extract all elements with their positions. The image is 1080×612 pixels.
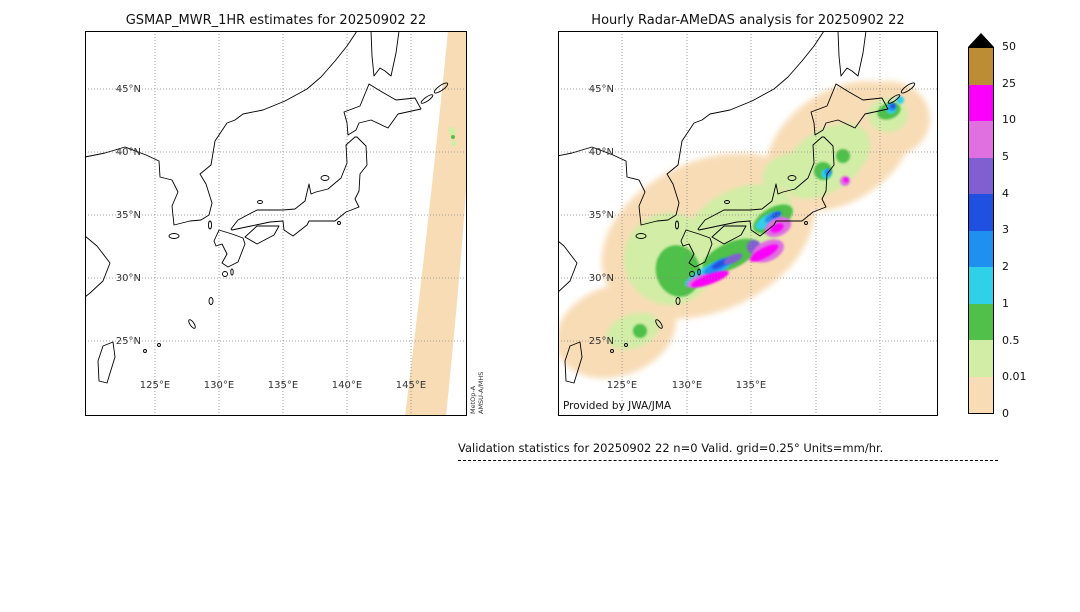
lon-label: 145°E [396,380,426,391]
lon-label: 125°E [140,380,170,391]
colorbar-tick-label: 5 [1002,150,1009,163]
lon-label: 130°E [672,380,702,391]
lat-label: 25°N [589,336,614,347]
lon-label: 125°E [607,380,637,391]
lat-label: 30°N [589,273,614,284]
colorbar-segment [969,267,993,304]
lat-label: 35°N [116,210,141,221]
colorbar-segment [969,121,993,158]
colorbar-scale [968,47,994,414]
right-map-axis-labels: 45°N 40°N 35°N 30°N 25°N 125°E 130°E 135… [589,84,766,391]
validation-statistics-note: Validation statistics for 20250902 22 n=… [458,441,998,461]
left-map-svg: 45°N 40°N 35°N 30°N 25°N 125°E 130°E 135… [84,30,467,416]
lat-label: 40°N [589,147,614,158]
sensor-label-line1: MetOp-A [469,385,477,414]
right-map-border [558,31,938,416]
colorbar-tick-label: 3 [1002,223,1009,236]
sensor-label-line2: AMSU-A/MHS [477,372,485,414]
lat-label: 30°N [116,273,141,284]
colorbar-tick-label: 2 [1002,260,1009,273]
colorbar-segment [969,157,993,194]
sensor-label: MetOp-A AMSU-A/MHS [469,372,485,414]
lon-label: 135°E [736,380,766,391]
lon-label: 130°E [204,380,234,391]
right-map-title: Hourly Radar-AMeDAS analysis for 2025090… [591,13,905,28]
right-map-grid [558,31,938,416]
lat-label: 35°N [589,210,614,221]
credit-label: Provided by JWA/JMA [563,400,672,412]
lat-label: 45°N [589,84,614,95]
lon-label: 140°E [332,380,362,391]
colorbar-over-range-triangle [968,33,994,47]
colorbar-tick-label: 0.01 [1002,370,1027,383]
colorbar-segment [969,303,993,340]
lon-label: 135°E [268,380,298,391]
right-map-svg: 45°N 40°N 35°N 30°N 25°N 125°E 130°E 135… [551,30,938,416]
lat-label: 40°N [116,147,141,158]
left-map-panel: 45°N 40°N 35°N 30°N 25°N 125°E 130°E 135… [84,30,467,416]
colorbar-tick-label: 25 [1002,77,1016,90]
colorbar-tick-label: 10 [1002,113,1016,126]
colorbar-segment [969,376,993,413]
swath-rain-specks-green [451,135,455,139]
lat-label: 25°N [116,336,141,347]
colorbar-segment [969,48,993,85]
lat-label: 45°N [116,84,141,95]
left-map-grid [85,31,467,416]
colorbar-tick-label: 0 [1002,407,1009,420]
colorbar-segment [969,230,993,267]
left-map-border [85,31,467,416]
colorbar-segment [969,84,993,121]
right-map-panel: 45°N 40°N 35°N 30°N 25°N 125°E 130°E 135… [551,30,938,416]
colorbar-tick-label: 1 [1002,297,1009,310]
colorbar-tick-label: 4 [1002,187,1009,200]
colorbar-segment [969,340,993,377]
colorbar-tick-label: 0.5 [1002,334,1020,347]
colorbar-tick-label: 50 [1002,40,1016,53]
colorbar-segment [969,194,993,231]
left-map-axis-labels: 45°N 40°N 35°N 30°N 25°N 125°E 130°E 135… [116,84,426,391]
left-map-title: GSMAP_MWR_1HR estimates for 20250902 22 [125,13,427,28]
colorbar: 50 25 10 5 4 3 2 1 0.5 0.01 0 [968,33,1038,420]
swath-rain-specks-light [448,127,457,146]
